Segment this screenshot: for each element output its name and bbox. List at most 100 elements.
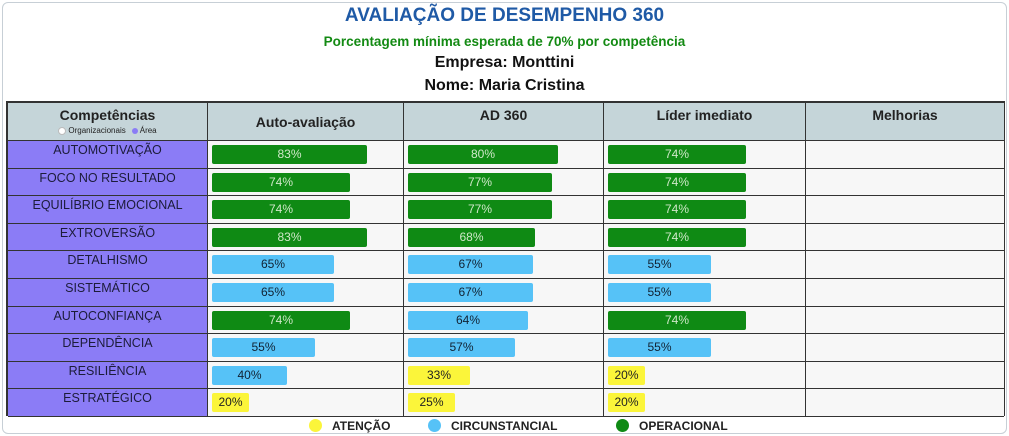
legend-attention-label: ATENÇÃO (332, 419, 391, 433)
competency-cell: DEPENDÊNCIA (8, 334, 208, 362)
score-bar: 74% (608, 200, 746, 220)
ad360-cell: 80% (404, 141, 604, 169)
improvements-cell (806, 279, 1004, 307)
score-bar: 20% (608, 365, 645, 385)
score-bar: 83% (212, 145, 367, 164)
legend-operational-label: OPERACIONAL (639, 419, 728, 433)
improvements-cell (806, 334, 1004, 362)
leader-cell: 20% (604, 361, 806, 390)
leader-cell: 55% (604, 334, 806, 362)
self-evaluation-cell: 83% (208, 141, 404, 169)
header-melhorias: Melhorias (806, 103, 1004, 141)
score-bar: 55% (212, 338, 315, 358)
self-evaluation-cell: 40% (208, 361, 404, 390)
score-bar: 80% (408, 145, 558, 164)
ad360-cell: 57% (404, 334, 604, 362)
leader-cell: 74% (604, 306, 806, 335)
header-label: AD 360 (479, 107, 528, 123)
score-bar: 74% (212, 172, 350, 192)
blue-dot-icon (428, 419, 441, 432)
competency-cell: ESTRATÉGICO (8, 389, 208, 417)
competency-cell: SISTEMÁTICO (8, 279, 208, 307)
score-bar: 57% (408, 338, 515, 358)
score-bar: 74% (608, 172, 746, 192)
leader-cell: 55% (604, 279, 806, 307)
improvements-cell (806, 306, 1004, 335)
self-evaluation-cell: 74% (208, 196, 404, 224)
ad360-cell: 64% (404, 306, 604, 335)
header-lider-imediato: Líder imediato (604, 103, 806, 141)
company-name: Empresa: Monttini (434, 54, 575, 71)
ad360-cell: 77% (404, 196, 604, 224)
mini-legend-organizational: Organizacionais (68, 126, 126, 135)
header-competencias: Competências Organizacionais Área (8, 103, 208, 141)
score-bar: 40% (212, 365, 287, 385)
improvements-cell (806, 223, 1004, 252)
ad360-cell: 68% (404, 223, 604, 252)
score-bar: 83% (212, 227, 367, 247)
header-ad360: AD 360 (404, 103, 604, 141)
competency-cell: AUTOCONFIANÇA (8, 306, 208, 335)
self-evaluation-cell: 55% (208, 334, 404, 362)
legend-attention: ATENÇÃO (309, 419, 390, 435)
score-bar: 68% (408, 227, 535, 247)
score-bar: 74% (608, 310, 746, 330)
self-evaluation-cell: 83% (208, 223, 404, 252)
ad360-cell: 25% (404, 389, 604, 417)
ad360-cell: 67% (404, 279, 604, 307)
score-bar: 55% (608, 283, 711, 302)
score-bar: 77% (408, 172, 552, 192)
improvements-cell (806, 361, 1004, 390)
mini-legend-area: Área (139, 126, 157, 135)
competency-cell: RESILIÊNCIA (8, 361, 208, 390)
competency-cell: EXTROVERSÃO (8, 223, 208, 252)
mini-legend: Organizacionais Área (8, 126, 207, 135)
self-evaluation-cell: 74% (208, 168, 404, 197)
competency-cell: DETALHISMO (8, 251, 208, 279)
leader-cell: 74% (604, 168, 806, 197)
legend-operational: OPERACIONAL (616, 419, 728, 435)
person-name: Nome: Maria Cristina (424, 77, 585, 94)
score-bar: 74% (608, 227, 746, 247)
improvements-cell (806, 251, 1004, 279)
green-dot-icon (616, 419, 629, 432)
header-label: Competências (59, 107, 156, 123)
white-dot-icon (58, 126, 67, 135)
score-bar: 20% (608, 393, 645, 413)
score-bar: 74% (212, 310, 350, 330)
purple-dot-icon (131, 127, 138, 134)
ad360-cell: 33% (404, 361, 604, 390)
score-bar: 65% (212, 283, 334, 302)
legend-circumstantial: CIRCUNSTANCIAL (428, 419, 557, 435)
score-bar: 25% (408, 393, 455, 413)
header-auto-avaliacao: Auto-avaliação (208, 103, 404, 141)
page-subtitle: Porcentagem mínima esperada de 70% por c… (323, 34, 686, 49)
score-bar: 65% (212, 255, 334, 275)
improvements-cell (806, 389, 1004, 417)
competency-cell: FOCO NO RESULTADO (8, 168, 208, 197)
self-evaluation-cell: 74% (208, 306, 404, 335)
score-bar: 74% (608, 145, 746, 164)
score-bar: 64% (408, 310, 528, 330)
header-label: Líder imediato (656, 107, 753, 123)
score-bar: 67% (408, 255, 533, 275)
leader-cell: 55% (604, 251, 806, 279)
leader-cell: 74% (604, 223, 806, 252)
score-bar: 77% (408, 200, 552, 220)
competency-cell: EQUILÍBRIO EMOCIONAL (8, 196, 208, 224)
leader-cell: 74% (604, 196, 806, 224)
score-bar: 74% (212, 200, 350, 220)
competency-cell: AUTOMOTIVAÇÃO (8, 141, 208, 169)
score-bar: 67% (408, 283, 533, 302)
improvements-cell (806, 168, 1004, 197)
evaluation-table: Competências Organizacionais Área Auto-av… (6, 101, 1005, 417)
score-bar: 20% (212, 393, 249, 413)
score-bar: 55% (608, 338, 711, 358)
ad360-cell: 77% (404, 168, 604, 197)
improvements-cell (806, 196, 1004, 224)
score-bar: 33% (408, 365, 470, 385)
leader-cell: 20% (604, 389, 806, 417)
page-title: AVALIAÇÃO DE DESEMPENHO 360 (344, 5, 665, 26)
legend-circumstantial-label: CIRCUNSTANCIAL (451, 419, 558, 433)
self-evaluation-cell: 65% (208, 251, 404, 279)
